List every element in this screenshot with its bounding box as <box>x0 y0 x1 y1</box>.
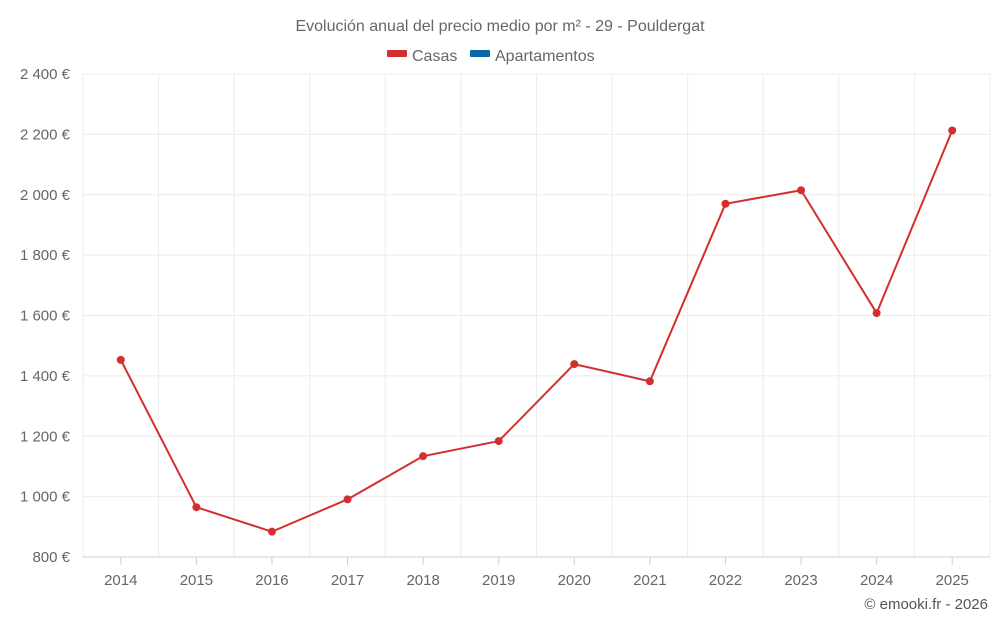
legend-item-casas[interactable]: Casas <box>387 48 457 65</box>
data-point-casas-2016[interactable] <box>267 527 276 536</box>
x-gridlines <box>82 74 991 557</box>
y-tick-label: 2 400 € <box>20 66 71 83</box>
y-tick-label: 1 800 € <box>20 247 71 264</box>
series-layer <box>116 126 957 536</box>
x-tick-label: 2016 <box>255 572 288 589</box>
legend-swatch-casas <box>387 50 407 57</box>
x-axis-tick-labels: 2014 2015 2016 2017 2018 2019 2020 2021 2022 2023… <box>104 557 969 589</box>
legend-item-apartamentos[interactable]: Apartamentos <box>470 48 595 65</box>
y-tick-label: 1 000 € <box>20 489 71 506</box>
x-tick-label: 2019 <box>482 572 515 589</box>
data-point-casas-2015[interactable] <box>192 503 201 512</box>
y-tick-label: 1 400 € <box>20 368 71 385</box>
x-tick-label: 2024 <box>860 572 893 589</box>
data-point-casas-2020[interactable] <box>570 360 579 369</box>
data-point-casas-2022[interactable] <box>721 199 730 208</box>
x-tick-label: 2017 <box>331 572 364 589</box>
legend: Casas Apartamentos <box>387 48 595 65</box>
x-tick-label: 2014 <box>104 572 137 589</box>
data-point-casas-2014[interactable] <box>116 355 125 364</box>
x-tick-label: 2015 <box>180 572 213 589</box>
y-tick-label: 2 200 € <box>20 126 71 143</box>
y-tick-label: 800 € <box>32 549 70 566</box>
data-point-casas-2018[interactable] <box>419 452 428 461</box>
x-tick-label: 2020 <box>558 572 591 589</box>
data-point-casas-2024[interactable] <box>872 309 881 318</box>
y-tick-label: 1 600 € <box>20 308 71 325</box>
chart-title: Evolución anual del precio medio por m² … <box>295 18 705 35</box>
x-tick-label: 2018 <box>406 572 439 589</box>
x-tick-label: 2022 <box>709 572 742 589</box>
credit-text: © emooki.fr - 2026 <box>864 596 988 613</box>
data-point-casas-2025[interactable] <box>948 126 957 135</box>
x-tick-label: 2025 <box>936 572 969 589</box>
series-line-casas <box>119 130 954 533</box>
data-point-casas-2023[interactable] <box>797 186 806 195</box>
data-point-casas-2021[interactable] <box>645 377 654 386</box>
y-tick-label: 2 000 € <box>20 187 71 204</box>
legend-swatch-apartamentos <box>470 50 490 57</box>
x-tick-label: 2021 <box>633 572 666 589</box>
y-axis-tick-labels: 800 € 1 000 € 1 200 € 1 400 € 1 600 € 1 800 €… <box>20 66 71 566</box>
legend-label-casas: Casas <box>412 48 457 65</box>
legend-label-apartamentos: Apartamentos <box>495 48 595 65</box>
data-point-casas-2019[interactable] <box>494 437 503 446</box>
y-tick-label: 1 200 € <box>20 428 71 445</box>
data-point-casas-2017[interactable] <box>343 495 352 504</box>
x-tick-label: 2023 <box>784 572 817 589</box>
